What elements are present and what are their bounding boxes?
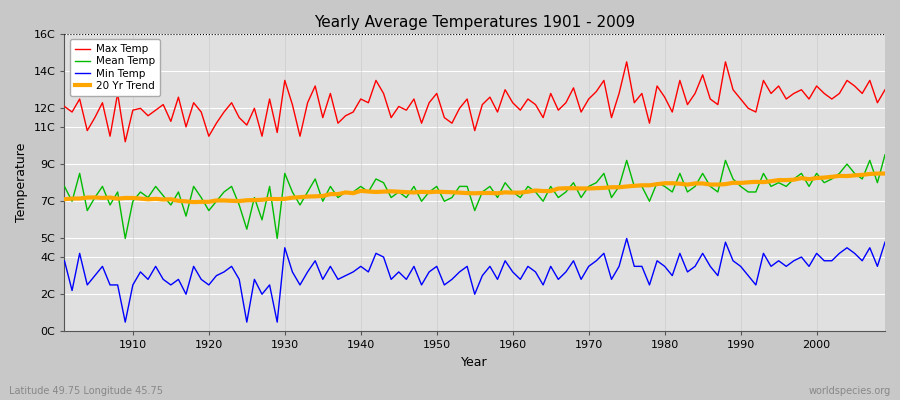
20 Yr Trend <box>59 197 70 202</box>
Mean Temp <box>59 184 70 189</box>
Min Temp <box>128 282 139 287</box>
Min Temp <box>59 258 70 263</box>
20 Yr Trend <box>879 171 890 176</box>
20 Yr Trend <box>872 171 883 176</box>
20 Yr Trend <box>120 196 130 200</box>
Mean Temp <box>120 236 130 241</box>
Y-axis label: Temperature: Temperature <box>15 143 28 222</box>
Max Temp <box>120 139 130 144</box>
Min Temp <box>621 236 632 241</box>
Text: worldspecies.org: worldspecies.org <box>809 386 891 396</box>
Mean Temp <box>515 195 526 200</box>
Max Temp <box>128 108 139 112</box>
Min Temp <box>515 277 526 282</box>
Line: Min Temp: Min Temp <box>65 238 885 322</box>
Mean Temp <box>340 190 351 194</box>
Mean Temp <box>128 199 139 204</box>
Max Temp <box>606 115 616 120</box>
Max Temp <box>294 134 305 139</box>
Min Temp <box>294 282 305 287</box>
Max Temp <box>879 87 890 92</box>
20 Yr Trend <box>340 190 351 195</box>
20 Yr Trend <box>606 185 616 190</box>
Mean Temp <box>294 202 305 207</box>
Max Temp <box>59 104 70 109</box>
Mean Temp <box>879 152 890 157</box>
Mean Temp <box>606 195 616 200</box>
Line: 20 Yr Trend: 20 Yr Trend <box>65 174 885 202</box>
Min Temp <box>120 320 130 324</box>
Max Temp <box>508 100 518 105</box>
Min Temp <box>340 273 351 278</box>
20 Yr Trend <box>508 190 518 195</box>
Line: Mean Temp: Mean Temp <box>65 155 885 238</box>
Text: Latitude 49.75 Longitude 45.75: Latitude 49.75 Longitude 45.75 <box>9 386 163 396</box>
20 Yr Trend <box>188 200 199 204</box>
Line: Max Temp: Max Temp <box>65 62 885 142</box>
Min Temp <box>508 270 518 274</box>
20 Yr Trend <box>515 190 526 195</box>
Max Temp <box>340 113 351 118</box>
Max Temp <box>515 108 526 112</box>
Mean Temp <box>508 190 518 194</box>
Legend: Max Temp, Mean Temp, Min Temp, 20 Yr Trend: Max Temp, Mean Temp, Min Temp, 20 Yr Tre… <box>69 39 160 96</box>
Min Temp <box>879 240 890 244</box>
Min Temp <box>606 277 616 282</box>
Title: Yearly Average Temperatures 1901 - 2009: Yearly Average Temperatures 1901 - 2009 <box>314 15 635 30</box>
Max Temp <box>621 60 632 64</box>
20 Yr Trend <box>294 195 305 200</box>
X-axis label: Year: Year <box>462 356 488 369</box>
